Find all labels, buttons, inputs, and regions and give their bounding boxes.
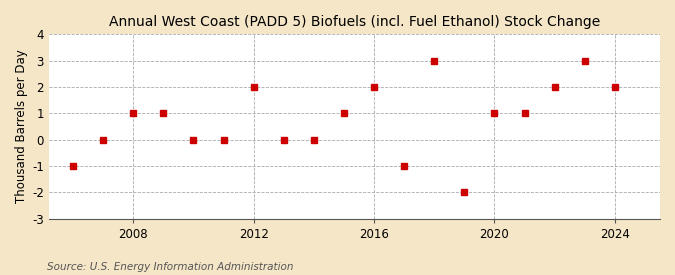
Y-axis label: Thousand Barrels per Day: Thousand Barrels per Day (15, 50, 28, 204)
Text: Source: U.S. Energy Information Administration: Source: U.S. Energy Information Administ… (47, 262, 294, 272)
Title: Annual West Coast (PADD 5) Biofuels (incl. Fuel Ethanol) Stock Change: Annual West Coast (PADD 5) Biofuels (inc… (109, 15, 600, 29)
